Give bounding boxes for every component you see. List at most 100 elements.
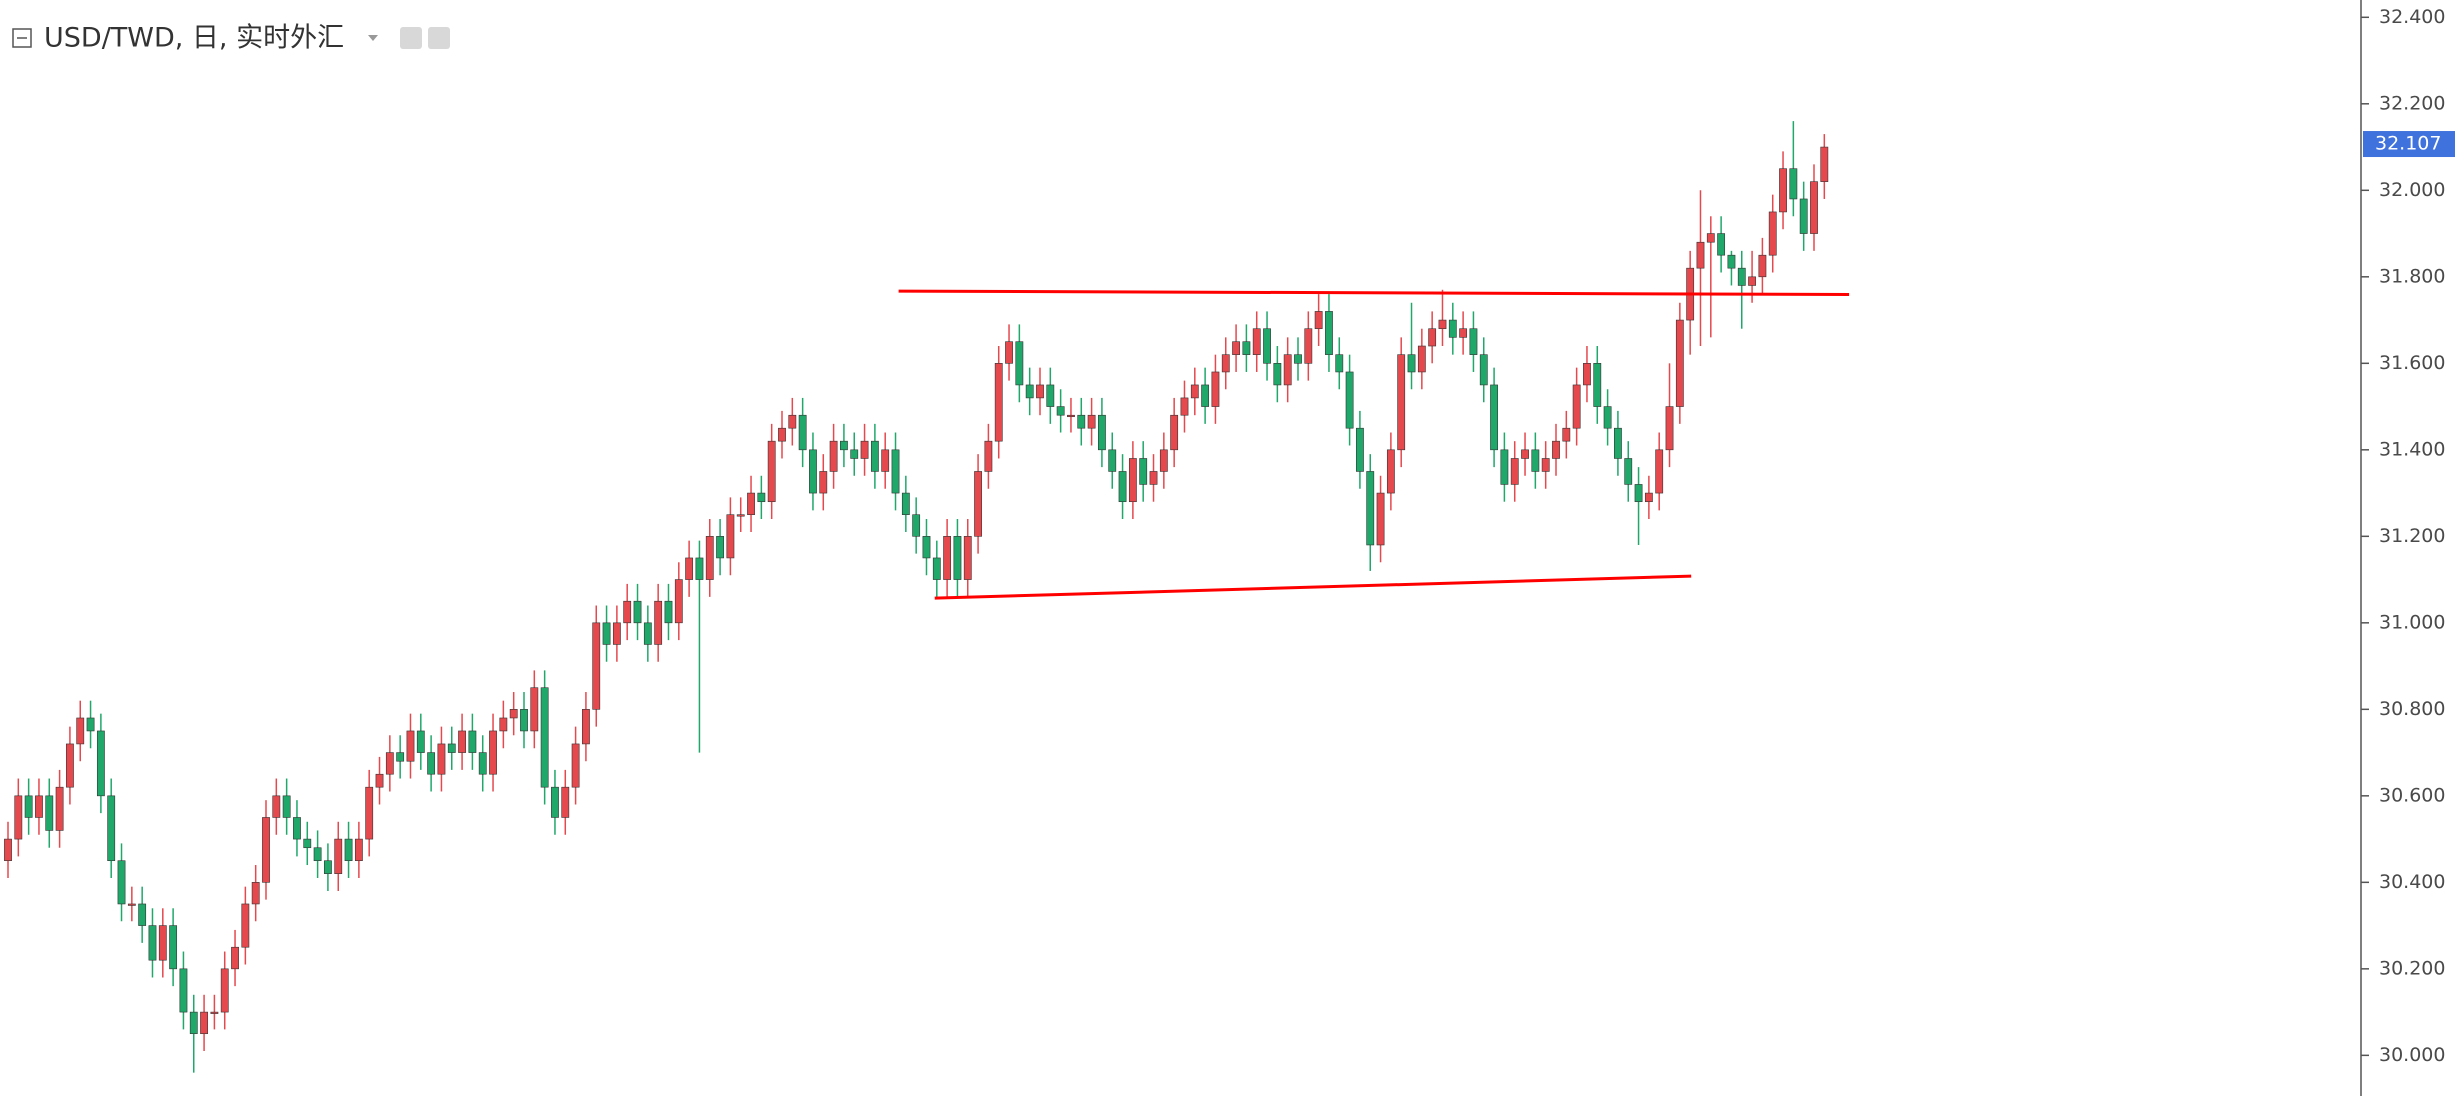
candle-body [664, 600, 673, 624]
candle-body [117, 860, 126, 905]
candle-body [1087, 414, 1096, 429]
candle-body [334, 838, 343, 874]
y-tick-label: 32.000 [2379, 179, 2445, 201]
candle-body [262, 817, 270, 883]
candle-body [427, 752, 436, 775]
candle-body [530, 687, 539, 732]
candle-body [478, 752, 487, 775]
candle-body [1583, 363, 1591, 386]
candle-body [1232, 341, 1240, 355]
candle-body [344, 838, 353, 862]
y-tick-label: 31.800 [2379, 265, 2445, 287]
candle-body [674, 579, 683, 624]
candle-body [932, 557, 941, 580]
candle-body [1263, 328, 1271, 364]
candle-body [1180, 397, 1189, 416]
candle-body [943, 536, 952, 580]
settings-button[interactable] [428, 27, 450, 49]
candle-body [1304, 328, 1313, 364]
visibility-button[interactable] [400, 27, 422, 49]
candle-body [1562, 427, 1571, 442]
candle-body [1768, 211, 1777, 256]
candle-body [45, 795, 54, 831]
candle-body [1201, 384, 1210, 407]
candle-body [189, 1011, 198, 1035]
candle-body [138, 903, 147, 926]
candle-body [747, 492, 755, 515]
candle-body [1294, 354, 1302, 364]
candle-body [860, 440, 869, 459]
candle-body [1417, 345, 1426, 373]
candle-body [1149, 471, 1158, 485]
candle-body [509, 709, 518, 719]
candle-body [551, 786, 559, 818]
candle-body [1665, 406, 1674, 451]
candle-body [1036, 384, 1044, 399]
candle-body [922, 536, 931, 559]
candle-body [385, 752, 394, 775]
candle-body [901, 492, 910, 515]
y-tick-label: 30.200 [2379, 957, 2445, 979]
candle-body [757, 492, 766, 503]
candle-body [767, 440, 776, 503]
candle-body [623, 600, 632, 624]
candle-body [602, 622, 611, 645]
candle-body [96, 730, 105, 797]
candle-body [1758, 254, 1767, 278]
candle-body [685, 557, 694, 580]
candle-body [1159, 449, 1168, 472]
candle-body [571, 743, 580, 788]
collapse-button[interactable] [12, 28, 32, 48]
dropdown-arrow[interactable] [368, 35, 378, 41]
candle-body [1005, 341, 1013, 364]
candle-body [1438, 319, 1447, 330]
candle-body [1634, 484, 1643, 503]
candle-body [612, 622, 621, 645]
candle-body [1067, 414, 1075, 418]
candle-body [14, 795, 23, 840]
candle-body [953, 536, 962, 580]
candle-body [1727, 254, 1736, 269]
candle-body [1644, 492, 1653, 503]
candle-body [24, 795, 33, 818]
candle-body [272, 795, 281, 818]
candle-body [1325, 311, 1333, 355]
candle-body [1345, 371, 1354, 429]
y-tick-label: 31.200 [2379, 525, 2445, 547]
candle-body [540, 687, 549, 788]
candle-body [1614, 427, 1622, 459]
candle-body [179, 968, 188, 1013]
candle-body [324, 860, 332, 874]
candle-body [1531, 449, 1540, 472]
candle-body [716, 536, 724, 559]
candle-body [695, 557, 704, 580]
candle-body [1407, 354, 1416, 373]
candle-body [396, 752, 405, 762]
candle-body [458, 730, 466, 753]
candle-body [251, 882, 260, 905]
candle-body [1469, 328, 1478, 355]
last-price-tag [2363, 131, 2455, 158]
candle-body [870, 440, 879, 472]
candle-body [1211, 371, 1220, 407]
candle-body [4, 838, 12, 862]
candle-body [1459, 328, 1468, 338]
candle-body [1015, 341, 1024, 386]
candle-body [561, 786, 570, 818]
candle-body [231, 946, 239, 970]
candle-body [1376, 492, 1385, 546]
candle-body [354, 838, 363, 862]
last-price-label: 32.107 [2375, 133, 2441, 155]
candle-body [891, 449, 900, 494]
candle-body [1314, 311, 1323, 330]
candle-body [365, 786, 374, 840]
candle-body [1428, 328, 1437, 347]
candle-body [1128, 458, 1137, 503]
candle-body [1448, 319, 1457, 338]
candle-body [1572, 384, 1581, 429]
candle-body [1397, 354, 1406, 451]
candle-body [829, 440, 838, 472]
candle-body [1737, 267, 1746, 286]
